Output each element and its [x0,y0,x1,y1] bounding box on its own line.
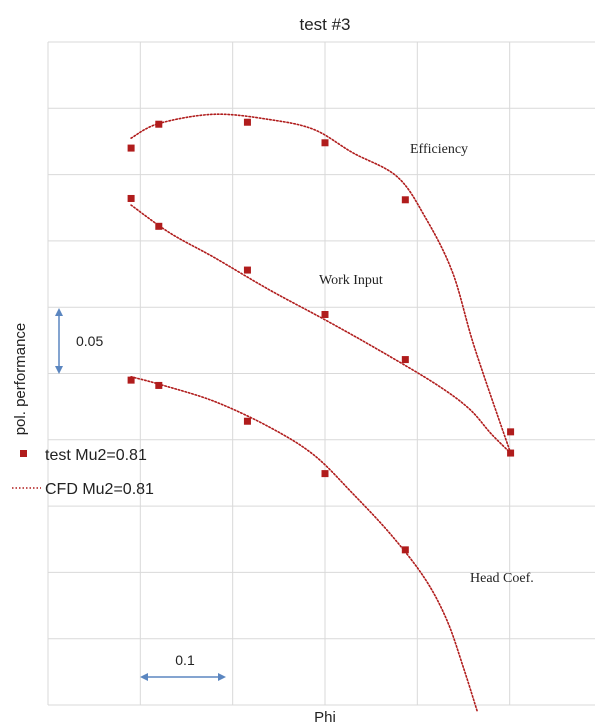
horizontal-scale-bar [140,673,226,681]
legend-label-cfd: CFD Mu2=0.81 [45,481,154,498]
test-point-efficiency-2 [155,120,163,128]
curve-label-head-coef: Head Coef. [470,571,534,586]
test-point-head-coef-4 [321,470,329,478]
test-point-efficiency-3 [243,118,251,126]
cfd-line-work-input [130,204,512,454]
legend-label-test: test Mu2=0.81 [45,447,147,464]
test-point-work-input-2 [155,222,163,230]
y-axis-label: pol. performance [12,323,29,436]
test-point-work-input-6 [507,428,515,436]
test-point-head-coef-1 [127,376,135,384]
test-point-efficiency-4 [321,139,329,147]
test-markers [127,118,515,554]
cfd-curves [130,113,512,713]
vertical-scale-bar [55,308,63,374]
cfd-line-efficiency [130,113,512,454]
x-axis-label: Phi [314,709,336,726]
cfd-line-head-coef [130,376,479,713]
grid [47,41,595,706]
test-point-head-coef-5 [401,546,409,554]
vertical-scale-label: 0.05 [76,333,103,349]
horizontal-scale-label: 0.1 [175,652,195,668]
test-point-head-coef-2 [155,381,163,389]
legend-marker-swatch [20,450,27,457]
legend: test Mu2=0.81 CFD Mu2=0.81 [12,447,154,498]
test-point-efficiency-5 [401,196,409,204]
test-point-work-input-5 [401,356,409,364]
test-point-efficiency-1 [127,144,135,152]
chart-title: test #3 [299,15,350,34]
test-point-head-coef-3 [243,417,251,425]
curve-label-efficiency: Efficiency [410,142,468,157]
test-point-work-input-3 [243,266,251,274]
test-point-efficiency-6 [507,449,515,457]
test-point-work-input-1 [127,194,135,202]
test-point-work-input-4 [321,310,329,318]
curve-label-work-input: Work Input [319,273,383,288]
